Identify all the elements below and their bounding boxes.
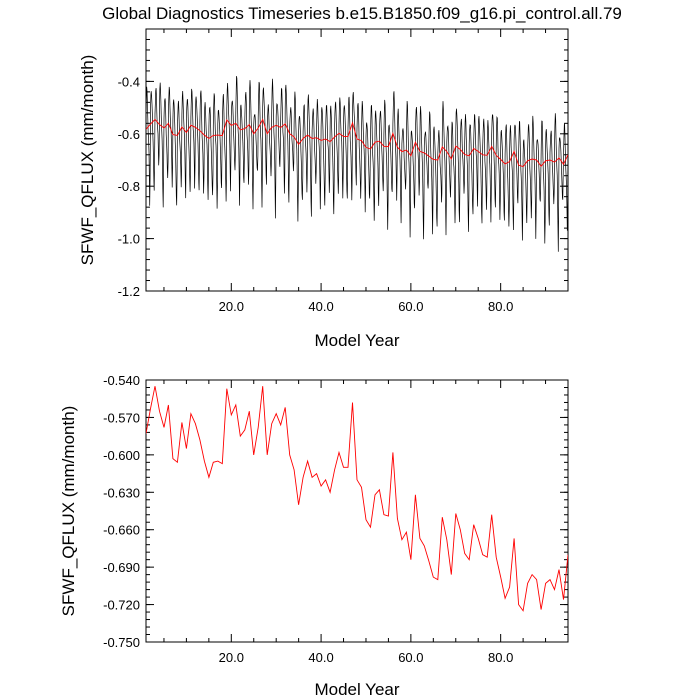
top-y-tick-labels: -1.2 -1.0 -0.8 -0.6 -0.4: [118, 74, 140, 299]
y-tick-label: -0.600: [103, 448, 140, 463]
top-x-axis-label: Model Year: [314, 331, 399, 350]
bottom-panel: -0.750 -0.720 -0.690 -0.660 -0.630 -0.600 -0.5…: [59, 373, 569, 699]
monthly-series-line: [146, 76, 568, 252]
top-panel: -1.2 -1.0 -0.8 -0.6 -0.4 20.0 40.0 60.0 80.0 Mo…: [78, 28, 569, 350]
top-axis-ticks: [146, 28, 569, 292]
y-tick-label: -0.4: [118, 74, 140, 89]
y-tick-label: -0.8: [118, 179, 140, 194]
y-tick-label: -1.2: [118, 284, 140, 299]
y-tick-label: -0.660: [103, 523, 140, 538]
x-tick-label: 20.0: [219, 650, 244, 665]
y-tick-label: -0.540: [103, 373, 140, 388]
bottom-y-axis-label: SFWF_QFLUX (mm/month): [59, 406, 78, 617]
bottom-x-axis-label: Model Year: [314, 680, 399, 699]
x-tick-label: 60.0: [398, 299, 423, 314]
x-tick-label: 40.0: [308, 299, 333, 314]
y-tick-label: -0.690: [103, 560, 140, 575]
top-y-axis-label: SFWF_QFLUX (mm/month): [78, 55, 97, 266]
annual-mean-series-line: [146, 386, 568, 612]
top-series-group: [146, 76, 568, 252]
y-tick-label: -0.720: [103, 598, 140, 613]
x-tick-label: 60.0: [398, 650, 423, 665]
y-tick-label: -1.0: [118, 232, 140, 247]
top-x-tick-labels: 20.0 40.0 60.0 80.0: [219, 299, 514, 314]
y-tick-label: -0.570: [103, 410, 140, 425]
bottom-x-tick-labels: 20.0 40.0 60.0 80.0: [219, 650, 514, 665]
y-tick-label: -0.6: [118, 127, 140, 142]
x-tick-label: 80.0: [488, 299, 513, 314]
annual-mean-series-line: [146, 118, 568, 168]
bottom-plot-frame: [145, 379, 569, 643]
bottom-series-group: [146, 386, 568, 612]
chart-title: Global Diagnostics Timeseries b.e15.B185…: [102, 4, 622, 23]
y-tick-label: -0.750: [103, 635, 140, 650]
x-tick-label: 80.0: [488, 650, 513, 665]
y-tick-label: -0.630: [103, 485, 140, 500]
bottom-axis-ticks: [146, 379, 569, 643]
x-tick-label: 40.0: [308, 650, 333, 665]
x-tick-label: 20.0: [219, 299, 244, 314]
bottom-y-tick-labels: -0.750 -0.720 -0.690 -0.660 -0.630 -0.600 -0.5…: [103, 373, 140, 650]
